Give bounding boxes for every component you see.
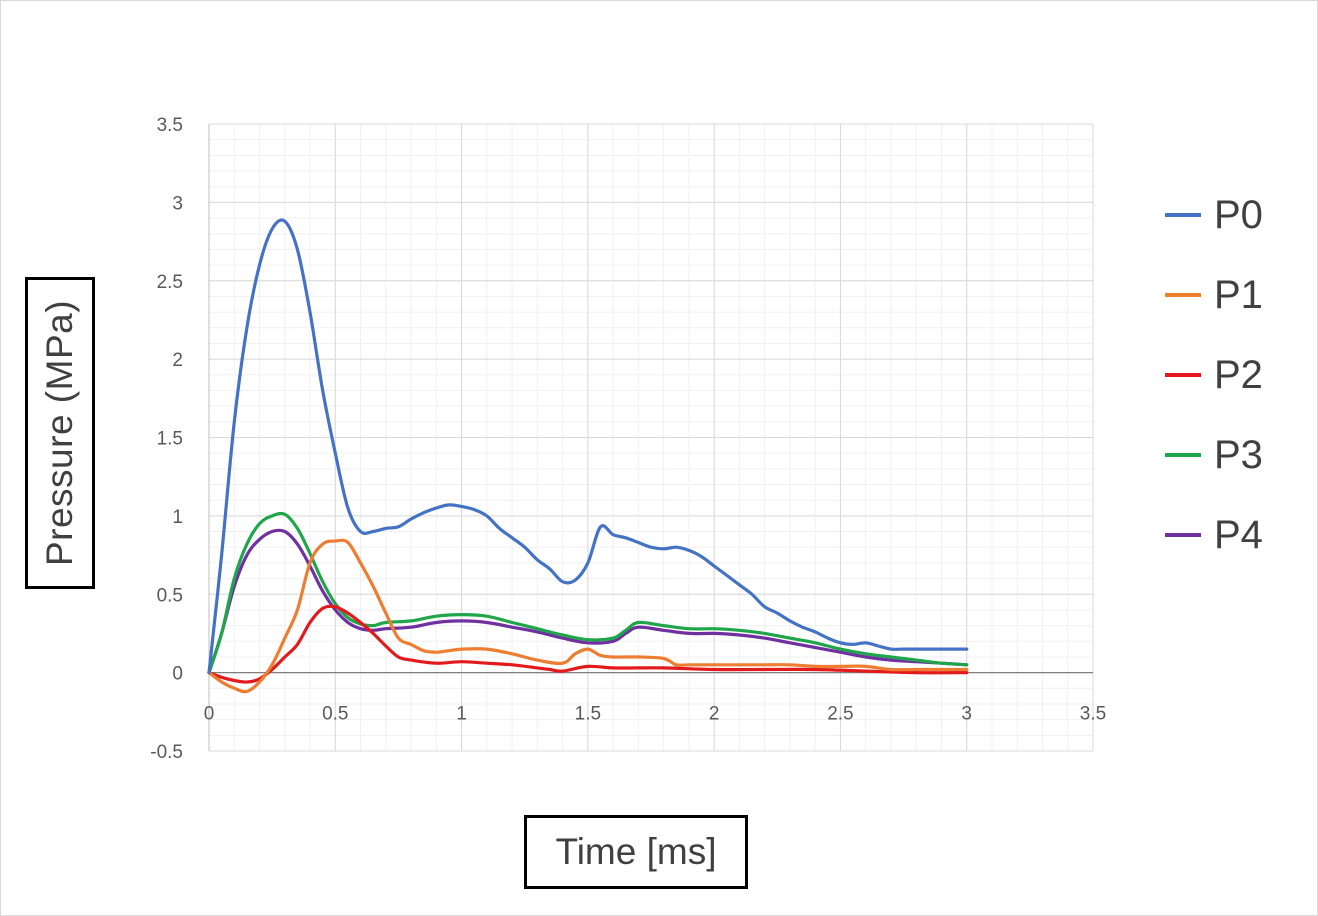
series-line-p0 [207,218,969,675]
series-lines [207,218,969,694]
y-tick-label: 0 [172,664,183,685]
tick-labels: 0 0.5 1 1.5 2 2.5 3 3.5 -0.5 0 0.5 1 1.5 2 2.5 3 3.5 [150,115,1106,763]
legend-swatch [1165,453,1201,457]
x-tick-label: 0.5 [322,704,348,725]
x-tick-label: 0 [204,704,215,725]
legend-swatch [1165,293,1201,297]
legend-item-p0: P0 [1165,190,1305,240]
y-tick-label: 2 [172,350,183,371]
series-line-p4 [207,528,969,675]
legend-label: P4 [1214,513,1263,557]
legend-swatch [1165,373,1201,377]
series-line-p1 [207,538,969,694]
y-tick-label: 1.5 [157,429,183,450]
legend-label: P1 [1214,273,1263,317]
x-tick-label: 3.5 [1080,704,1106,725]
legend-item-p2: P2 [1165,350,1305,400]
y-tick-label: 1 [172,507,183,528]
legend-label: P3 [1214,433,1263,477]
x-tick-label: 3 [961,704,972,725]
legend-label: P0 [1214,193,1263,237]
x-axis-title: Time [ms] [555,831,717,872]
grid [208,123,1094,752]
y-axis-title-box: Pressure (MPa) [25,277,95,589]
x-tick-label: 2 [709,704,720,725]
y-tick-label: -0.5 [150,742,183,763]
legend-item-p1: P1 [1165,270,1305,320]
x-tick-label: 2.5 [827,704,853,725]
legend-swatch [1165,213,1201,217]
y-axis-title: Pressure (MPa) [39,299,80,567]
y-tick-label: 2.5 [157,272,183,293]
legend-label: P2 [1214,353,1263,397]
y-tick-label: 3.5 [157,115,183,136]
series-line-p3 [207,511,969,675]
x-axis-title-box: Time [ms] [524,815,748,889]
y-tick-label: 3 [172,193,183,214]
x-tick-label: 1 [456,704,467,725]
legend-item-p3: P3 [1165,430,1305,480]
y-tick-label: 0.5 [157,585,183,606]
legend-swatch [1165,533,1201,537]
legend-item-p4: P4 [1165,510,1305,560]
series-line-p2 [207,604,969,684]
x-tick-label: 1.5 [575,704,601,725]
